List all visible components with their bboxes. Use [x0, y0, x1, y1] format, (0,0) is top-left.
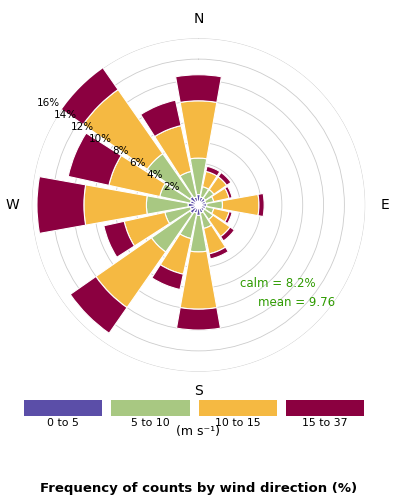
Text: (m s⁻¹): (m s⁻¹): [177, 426, 220, 438]
Bar: [83, 90, 163, 169]
Text: 15 to 37: 15 to 37: [303, 418, 348, 428]
Text: 10 to 15: 10 to 15: [215, 418, 260, 428]
Bar: [190, 158, 207, 194]
Bar: [180, 172, 197, 198]
Bar: [201, 206, 206, 209]
Bar: [209, 247, 228, 259]
Text: 6%: 6%: [129, 158, 146, 168]
Bar: [180, 101, 217, 159]
Bar: [180, 212, 197, 238]
Bar: [160, 184, 191, 203]
Bar: [200, 212, 212, 228]
Bar: [40, 47, 118, 124]
Bar: [197, 194, 200, 202]
Bar: [194, 197, 198, 202]
Bar: [199, 197, 203, 202]
Bar: [202, 172, 217, 189]
Bar: [190, 216, 207, 252]
Bar: [84, 185, 147, 225]
Text: 16%: 16%: [37, 98, 60, 108]
Bar: [218, 172, 231, 186]
Bar: [180, 251, 217, 309]
Bar: [190, 200, 196, 204]
Bar: [200, 186, 208, 198]
Bar: [202, 204, 207, 206]
Bar: [221, 227, 234, 241]
Bar: [212, 188, 229, 202]
Bar: [198, 400, 277, 416]
Bar: [96, 238, 166, 308]
Bar: [201, 201, 206, 204]
Text: 10%: 10%: [89, 134, 112, 144]
Bar: [70, 276, 127, 333]
Bar: [111, 400, 190, 416]
Bar: [147, 154, 193, 199]
Bar: [207, 201, 222, 209]
Bar: [203, 209, 213, 220]
Bar: [37, 176, 86, 234]
Text: 5 to 10: 5 to 10: [131, 418, 170, 428]
Bar: [160, 234, 191, 274]
Bar: [190, 207, 197, 214]
Bar: [188, 203, 195, 207]
Bar: [152, 264, 183, 289]
Polygon shape: [195, 202, 202, 208]
Text: mean = 9.76: mean = 9.76: [258, 296, 335, 310]
Bar: [152, 211, 193, 252]
Text: Frequency of counts by wind direction (%): Frequency of counts by wind direction (%…: [40, 482, 357, 495]
Text: 0 to 5: 0 to 5: [47, 418, 79, 428]
Text: 8%: 8%: [112, 146, 129, 156]
Bar: [204, 206, 214, 214]
Bar: [24, 400, 102, 416]
Bar: [199, 208, 203, 213]
Text: calm = 8.2%: calm = 8.2%: [240, 278, 315, 290]
Bar: [104, 222, 135, 258]
Text: 12%: 12%: [71, 122, 94, 132]
Text: 4%: 4%: [146, 170, 163, 180]
Bar: [206, 166, 220, 176]
Bar: [209, 177, 227, 194]
Bar: [177, 308, 220, 330]
Bar: [197, 208, 200, 216]
Bar: [204, 225, 225, 254]
Bar: [146, 196, 188, 214]
Bar: [222, 194, 259, 216]
Bar: [194, 208, 198, 213]
Bar: [203, 190, 214, 200]
Bar: [190, 196, 197, 203]
Bar: [209, 215, 230, 236]
Bar: [155, 126, 191, 176]
Bar: [109, 156, 165, 196]
Bar: [190, 206, 196, 210]
Bar: [225, 212, 232, 224]
Bar: [258, 194, 264, 216]
Text: 2%: 2%: [163, 182, 180, 192]
Bar: [286, 400, 364, 416]
Bar: [124, 212, 170, 246]
Bar: [200, 198, 205, 203]
Bar: [200, 207, 204, 211]
Bar: [212, 208, 229, 222]
Bar: [175, 74, 222, 102]
Bar: [204, 196, 214, 203]
Bar: [225, 186, 232, 198]
Bar: [141, 100, 181, 136]
Bar: [165, 207, 191, 224]
Bar: [68, 133, 121, 186]
Text: 14%: 14%: [54, 110, 77, 120]
